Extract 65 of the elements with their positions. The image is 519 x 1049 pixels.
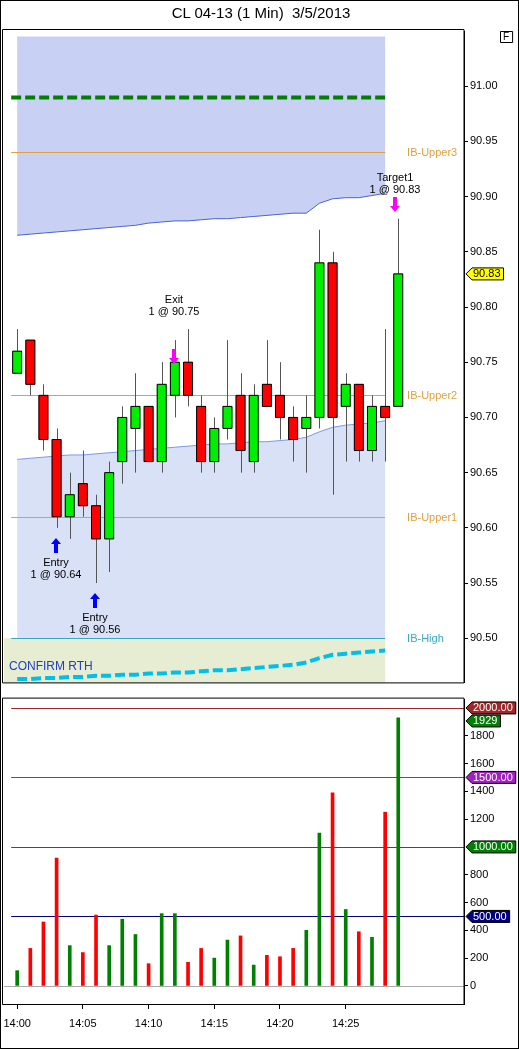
x-tick-label: 14:10 xyxy=(134,1016,163,1029)
y-tick-label: 1800 xyxy=(470,728,495,741)
bar xyxy=(356,931,361,986)
y-tick-label: 1400 xyxy=(470,784,495,797)
y-tick-label: 1600 xyxy=(470,756,495,769)
y-tick-label: 90.80 xyxy=(470,300,498,313)
bar xyxy=(370,936,374,986)
annotation: Target1 1 @ 90.83 xyxy=(369,171,421,196)
ref-line-label: 1000.00 xyxy=(473,840,513,853)
ref-line-label: IB-Upper3 xyxy=(407,146,458,159)
ref-line-label: IB-High xyxy=(407,632,444,645)
y-tick-label: 600 xyxy=(470,895,489,908)
bar xyxy=(120,918,125,986)
ref-line-label: IB-Upper1 xyxy=(407,510,458,523)
bar xyxy=(343,909,348,986)
bar xyxy=(291,948,295,986)
bar xyxy=(304,930,309,986)
bar xyxy=(94,914,98,986)
annotation: Exit 1 @ 90.75 xyxy=(148,293,200,318)
ref-line-label: 500.00 xyxy=(473,909,507,922)
y-tick-label: 90.50 xyxy=(470,631,498,644)
annotation: 90.83 xyxy=(473,267,501,280)
ref-line-label: IB-Upper2 xyxy=(407,389,458,402)
band-label: CONFIRM RTH xyxy=(9,658,93,673)
bar xyxy=(186,961,190,986)
bar xyxy=(15,970,19,986)
y-tick-label: 0 xyxy=(470,978,477,991)
ref-line-label: 2000.00 xyxy=(473,701,513,714)
text: 1929 xyxy=(473,714,498,727)
y-tick-label: 90.65 xyxy=(470,465,498,478)
bar xyxy=(67,945,72,986)
bar xyxy=(265,955,269,986)
bar xyxy=(159,913,164,986)
y-tick-label: 800 xyxy=(470,867,489,880)
bar xyxy=(212,957,217,986)
bar xyxy=(173,913,177,986)
y-tick-label: 90.70 xyxy=(470,410,498,423)
y-tick-label: 90.75 xyxy=(470,355,498,368)
bar xyxy=(107,945,112,986)
candlestick xyxy=(64,472,75,540)
y-tick-label: 200 xyxy=(470,951,489,964)
y-tick-label: 90.85 xyxy=(470,244,498,257)
x-tick-label: 14:05 xyxy=(69,1016,97,1029)
bar xyxy=(199,948,203,986)
text: F xyxy=(502,30,510,42)
candlestick xyxy=(340,372,351,463)
y-tick-label: 90.95 xyxy=(470,134,498,147)
annotation: Entry 1 @ 90.64 xyxy=(30,556,82,581)
y-tick-label: 90.60 xyxy=(470,520,498,533)
y-tick-label: 1200 xyxy=(470,812,495,825)
annotation: Entry 1 @ 90.56 xyxy=(69,611,121,636)
bar xyxy=(251,964,256,986)
bar xyxy=(81,952,85,986)
y-tick-label: 400 xyxy=(470,923,489,936)
y-tick-label: 91.00 xyxy=(470,79,498,92)
x-tick-label: 14:25 xyxy=(331,1016,360,1029)
x-tick-label: 14:00 xyxy=(3,1016,31,1029)
ref-line-label: 1500.00 xyxy=(473,770,513,783)
bar xyxy=(278,956,282,986)
x-tick-label: 14:15 xyxy=(200,1016,229,1029)
y-tick-label: 90.55 xyxy=(470,576,498,589)
bar xyxy=(383,811,387,986)
y-tick-label: 90.90 xyxy=(470,189,498,202)
x-tick-label: 14:20 xyxy=(266,1016,294,1029)
chart-title: CL 04-13 (1 Min) 3/5/2013 xyxy=(171,4,351,22)
